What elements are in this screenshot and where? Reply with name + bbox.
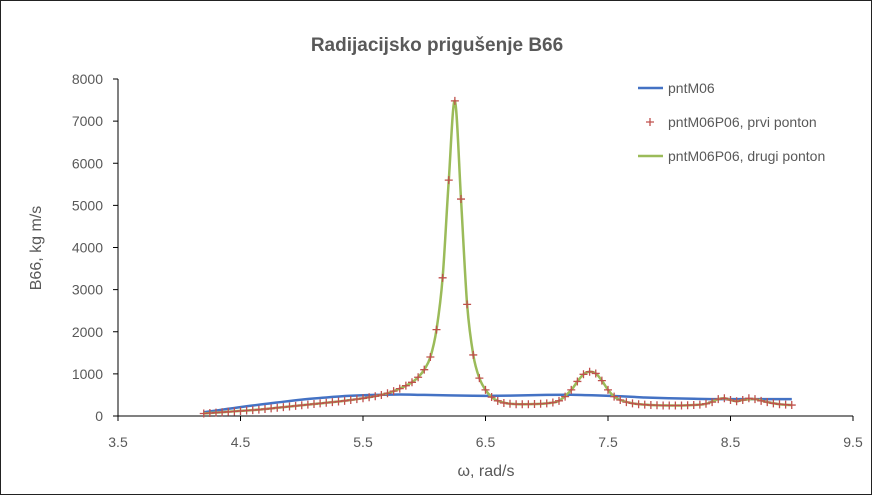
data-point-marker (444, 176, 453, 185)
data-point-marker (622, 398, 631, 407)
y-tick-label: 4000 (72, 240, 103, 256)
data-point-marker (604, 385, 612, 394)
data-point-marker (414, 373, 423, 382)
data-point-marker (493, 396, 502, 405)
data-point-marker (359, 394, 367, 403)
data-point-marker (432, 325, 441, 334)
data-point-marker (352, 395, 361, 404)
data-point-marker (426, 353, 435, 362)
series-line-0 (203, 393, 792, 414)
y-tick-label: 1000 (72, 366, 103, 382)
data-point-marker (481, 385, 490, 394)
data-point-marker (591, 369, 600, 378)
data-point-marker (567, 385, 576, 394)
data-point-marker (457, 195, 465, 204)
x-tick-label: 9.5 (843, 434, 863, 450)
y-tick-label: 2000 (72, 324, 103, 340)
data-point-marker (438, 273, 447, 282)
data-point-marker (389, 387, 398, 396)
data-point-marker (548, 398, 557, 407)
data-point-marker (555, 396, 563, 405)
legend-swatch-1 (646, 118, 654, 126)
data-point-marker (377, 390, 386, 399)
data-point-marker (695, 400, 704, 409)
data-point-marker (610, 392, 619, 401)
data-point-marker (585, 367, 594, 376)
legend: pntM06 pntM06P06, prvi ponton pntM06P06, d… (638, 80, 825, 164)
y-axis-label: B66, kg m/s (28, 206, 45, 290)
x-tick-label: 4.5 (231, 434, 251, 450)
data-point-marker (763, 398, 772, 407)
data-point-marker (395, 384, 404, 393)
x-axis-label: ω, rad/s (458, 463, 515, 480)
data-point-marker (420, 365, 429, 374)
data-point-marker (365, 393, 374, 402)
data-point-marker (744, 394, 753, 403)
axes: 0 1000 2000 3000 4000 5000 6000 7000 8000 3.5 4.5 5… (72, 71, 863, 450)
data-point-marker (463, 300, 472, 309)
data-point-marker (714, 395, 723, 404)
data-point-marker (499, 398, 508, 407)
data-point-marker (579, 370, 588, 379)
data-point-marker (616, 395, 625, 404)
data-point-marker (383, 389, 392, 398)
data-point-marker (561, 392, 570, 401)
y-tick-label: 6000 (72, 155, 103, 171)
data-point-marker (450, 96, 459, 105)
data-point-marker (702, 399, 710, 408)
data-point-marker (738, 395, 747, 404)
data-point-marker (542, 399, 551, 408)
data-point-marker (597, 376, 606, 385)
legend-label-0: pntM06 (668, 80, 715, 96)
x-tick-label: 7.5 (598, 434, 618, 450)
data-point-marker (340, 396, 349, 405)
data-point-marker (726, 395, 735, 404)
y-tick-label: 0 (95, 408, 103, 424)
data-point-marker (769, 399, 778, 408)
data-point-marker (628, 399, 637, 408)
data-point-marker (732, 397, 741, 406)
data-point-marker (487, 393, 496, 402)
y-tick-label: 8000 (72, 71, 103, 87)
y-tick-label: 3000 (72, 282, 103, 298)
data-point-marker (573, 377, 582, 386)
x-tick-label: 6.5 (476, 434, 496, 450)
x-tick-label: 3.5 (108, 434, 128, 450)
series-layer (199, 96, 796, 418)
data-point-marker (720, 394, 729, 403)
data-point-marker (469, 350, 478, 359)
y-tick-label: 5000 (72, 197, 103, 213)
data-point-marker (708, 398, 717, 407)
data-point-marker (751, 395, 759, 404)
legend-label-1: pntM06P06, prvi ponton (668, 114, 817, 130)
data-point-marker (371, 392, 380, 401)
y-tick-label: 7000 (72, 113, 103, 129)
legend-label-2: pntM06P06, drugi ponton (668, 148, 825, 164)
data-point-marker (787, 401, 796, 410)
data-point-marker (475, 374, 484, 383)
data-point-marker (408, 378, 416, 387)
x-tick-label: 5.5 (353, 434, 373, 450)
data-point-marker (401, 381, 410, 390)
x-tick-label: 8.5 (721, 434, 741, 450)
data-point-marker (757, 396, 766, 405)
chart-title: Radijacijsko prigušenje B66 (311, 35, 563, 56)
data-point-marker (346, 395, 355, 404)
